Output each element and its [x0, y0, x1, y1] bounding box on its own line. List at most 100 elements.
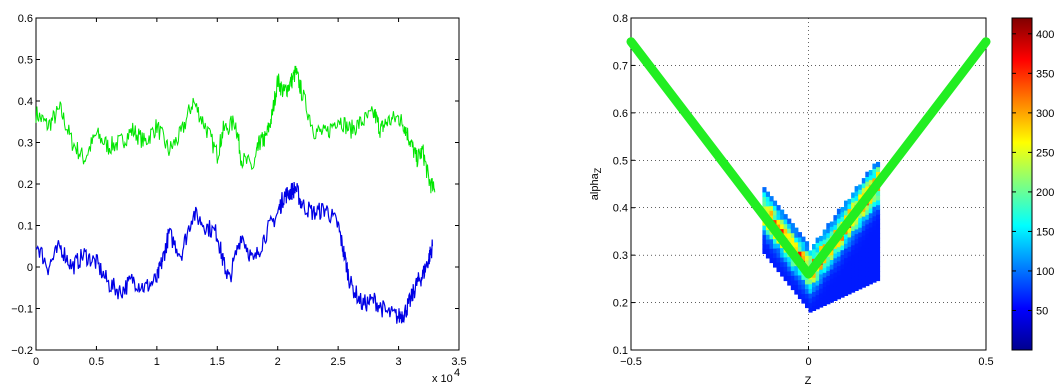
left-y-tick-label: 0.1	[18, 221, 33, 233]
heatmap-cell	[840, 207, 845, 213]
heatmap-cell	[765, 196, 770, 202]
heatmap-cell	[858, 189, 863, 195]
heatmap-cell	[783, 214, 788, 220]
heatmap-cell	[822, 234, 827, 240]
left-x-tick-label: 3	[396, 356, 402, 368]
heatmap-cell	[787, 275, 792, 281]
right-x-tick-label: 0	[805, 356, 811, 368]
heatmap-cell	[854, 266, 859, 273]
heatmap-cell	[801, 288, 806, 295]
heatmap-cell	[872, 272, 877, 278]
heatmap-cell	[872, 267, 877, 274]
heatmap-cell	[765, 248, 770, 254]
heatmap-cell	[876, 209, 881, 215]
heatmap-cell	[815, 251, 820, 258]
heatmap-cell	[815, 270, 820, 277]
heatmap-cell	[822, 239, 827, 245]
heatmap-cell	[819, 292, 824, 299]
heatmap-cell	[790, 223, 795, 229]
heatmap-cell	[872, 196, 877, 203]
heatmap-cell	[765, 239, 770, 245]
heatmap-cell	[865, 261, 870, 268]
heatmap-cell	[808, 278, 813, 285]
heatmap-cell	[851, 273, 856, 279]
heatmap-cell	[787, 237, 792, 243]
heatmap-cell	[769, 205, 774, 211]
right-chart: −0.5 0 0.5 0.1 0.2 0.3 0.4 0.5 0.6 0.7 0.8 Z alph…	[589, 13, 1054, 387]
heatmap-cell	[844, 286, 849, 292]
heatmap-cell	[797, 246, 802, 252]
heatmap-cell	[844, 238, 849, 244]
heatmap-cell	[872, 206, 877, 212]
heatmap-cell	[844, 257, 849, 263]
heatmap-cell	[780, 214, 785, 220]
heatmap-cell	[851, 230, 856, 236]
colorbar-tick-label: 150	[1036, 226, 1054, 238]
heatmap-cell	[815, 275, 820, 281]
heatmap-cell	[762, 191, 767, 198]
left-y-tick-label: 0.6	[18, 13, 33, 25]
heatmap-cell	[868, 236, 873, 242]
heatmap-cell	[854, 190, 859, 197]
heatmap-cell	[805, 283, 810, 290]
heatmap-cell	[780, 261, 785, 268]
heatmap-cell	[836, 213, 841, 219]
heatmap-cell	[865, 219, 870, 225]
heatmap-cell	[797, 270, 802, 276]
heatmap-cell	[762, 196, 767, 202]
heatmap-cell	[854, 195, 859, 201]
heatmap-cell	[840, 282, 845, 289]
heatmap-cell	[840, 254, 845, 260]
heatmap-cell	[865, 223, 870, 230]
heatmap-cell	[833, 276, 838, 282]
heatmap-cell	[829, 273, 834, 279]
heatmap-cell	[833, 257, 838, 264]
heatmap-cell	[840, 216, 845, 222]
heatmap-cell	[776, 243, 781, 249]
heatmap-cell	[858, 255, 863, 261]
heatmap-cell	[780, 209, 785, 215]
heatmap-cell	[865, 247, 870, 253]
heatmap-cell	[861, 239, 866, 245]
right-y-tick-label: 0.8	[613, 13, 628, 25]
heatmap-cell	[876, 271, 881, 277]
heatmap-cell	[790, 242, 795, 248]
heatmap-cell	[808, 250, 813, 256]
heatmap-cell	[783, 261, 788, 267]
heatmap-cell	[872, 258, 877, 264]
heatmap-cell	[819, 278, 824, 284]
heatmap-cell	[787, 232, 792, 239]
heatmap-cell	[847, 251, 852, 257]
heatmap-cell	[836, 270, 841, 276]
heatmap-cell	[844, 271, 849, 277]
heatmap-cell	[819, 269, 824, 275]
heatmap-cell	[847, 260, 852, 266]
left-y-tick-label: −0.1	[11, 304, 33, 316]
heatmap-cell	[851, 282, 856, 288]
heatmap-cell	[865, 257, 870, 263]
heatmap-cell	[769, 238, 774, 245]
heatmap-cell	[826, 270, 831, 276]
heatmap-cell	[861, 272, 866, 279]
heatmap-cell	[769, 200, 774, 207]
heatmap-cell	[769, 215, 774, 221]
heatmap-cell	[815, 242, 820, 248]
heatmap-cell	[876, 223, 881, 229]
heatmap-cell	[790, 280, 795, 286]
heatmap-cell	[822, 300, 827, 306]
left-y-ticks: −0.2 −0.1 0 0.1 0.2 0.3 0.4 0.5 0.6	[11, 13, 459, 357]
heatmap-cell	[783, 228, 788, 234]
heatmap-cell	[847, 203, 852, 209]
heatmap-cell	[794, 275, 799, 281]
heatmap-cell	[844, 290, 849, 296]
heatmap-cell	[858, 269, 863, 276]
heatmap-cell	[840, 292, 845, 298]
heatmap-cell	[829, 297, 834, 303]
heatmap-cell	[854, 200, 859, 206]
heatmap-cell	[812, 286, 817, 292]
heatmap-cell	[822, 291, 827, 297]
heatmap-cell	[840, 240, 845, 246]
heatmap-cell	[826, 275, 831, 281]
heatmap-cell	[847, 265, 852, 271]
heatmap-cell	[854, 219, 859, 225]
